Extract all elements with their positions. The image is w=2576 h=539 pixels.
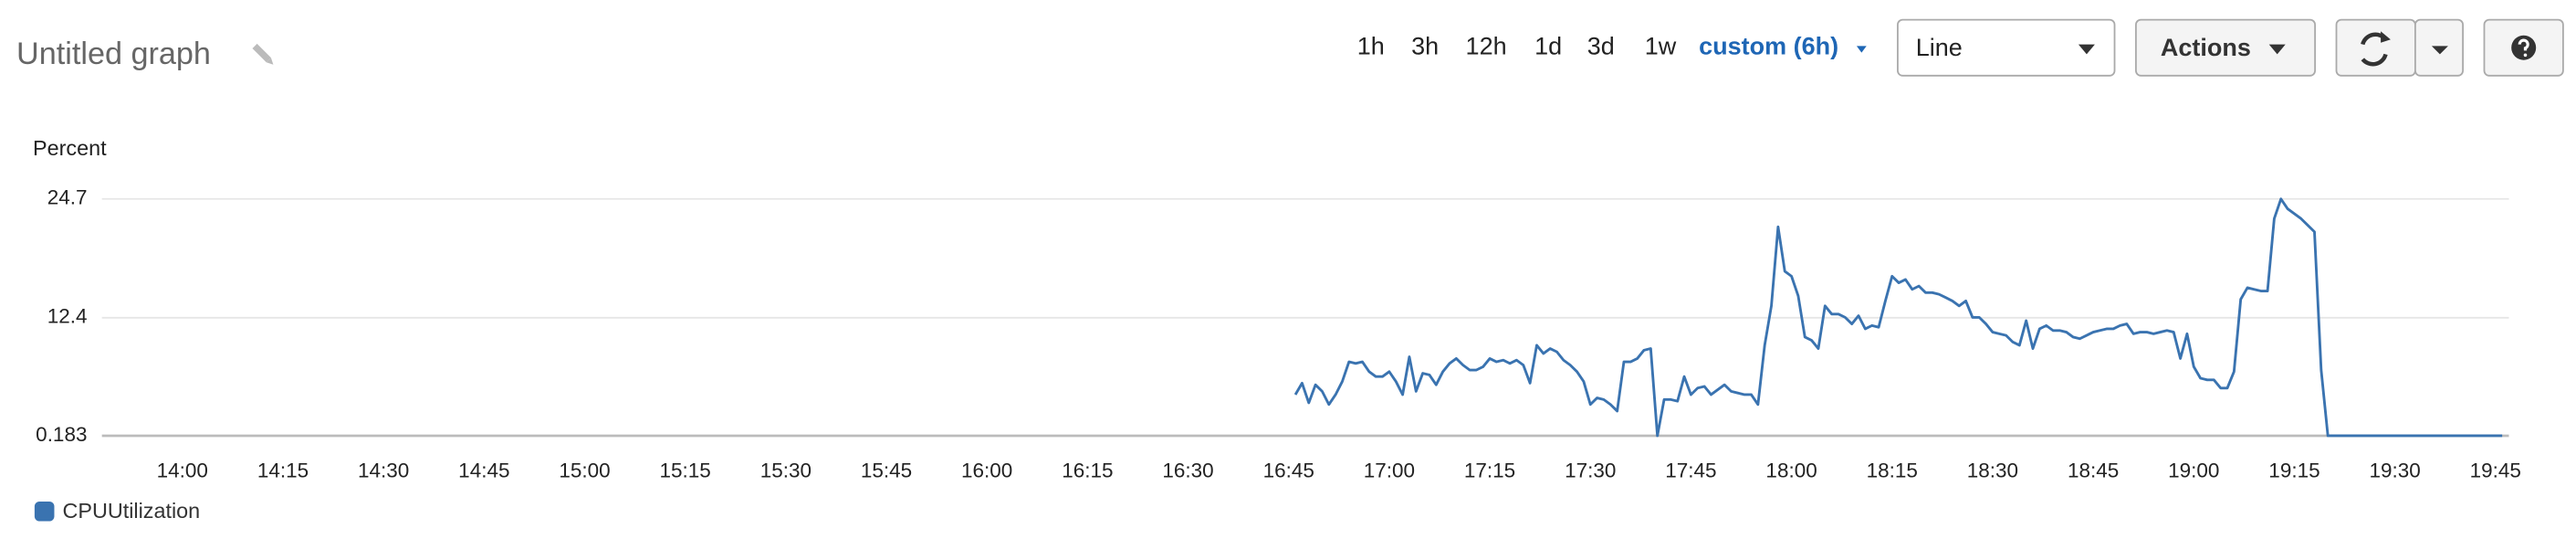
time-range[interactable]: 12h: [1466, 32, 1507, 59]
plot: 0.183 12.4 24.7 14:00 14:15 14:30 14:45 15:00 15…: [36, 186, 2521, 482]
refresh-button[interactable]: [2335, 18, 2416, 77]
time-range[interactable]: 1w: [1645, 32, 1677, 59]
time-range[interactable]: 3h: [1411, 32, 1439, 59]
x-tick-label: 15:15: [660, 460, 711, 482]
legend-label: CPUUtilization: [62, 499, 200, 523]
y-axis-label: Percent: [33, 136, 107, 160]
x-tick-label: 17:00: [1364, 460, 1415, 482]
x-tick-label: 19:15: [2268, 460, 2319, 482]
graph-title[interactable]: Untitled graph: [16, 37, 211, 71]
data-line: [1293, 197, 2503, 438]
x-tick-label: 16:00: [961, 460, 1012, 482]
legend-swatch: [34, 501, 55, 522]
time-ranges: 1h 3h 12h 1d 3d 1w: [1357, 32, 1677, 59]
x-tick-label: 18:30: [1967, 460, 2018, 482]
view-label: Line: [1916, 34, 1963, 61]
y-tick-label: 0.183: [36, 423, 87, 446]
x-tick-label: 15:30: [760, 460, 812, 482]
help-dot: [2523, 53, 2528, 58]
x-tick-label: 16:45: [1263, 460, 1314, 482]
refresh-arrow: [2381, 31, 2391, 43]
time-range[interactable]: 1d: [1534, 32, 1562, 59]
x-tick-label: 15:00: [559, 460, 610, 482]
time-range[interactable]: 3d: [1587, 32, 1615, 59]
x-tick-label: 17:15: [1464, 460, 1515, 482]
x-tick-label: 18:45: [2068, 460, 2119, 482]
x-tick-label: 18:15: [1867, 460, 1918, 482]
actions-button[interactable]: [2135, 18, 2317, 77]
view-select[interactable]: [1897, 18, 2116, 77]
x-tick-label: 16:30: [1162, 460, 1213, 482]
caret: [2431, 46, 2448, 55]
x-tick-label: 18:00: [1765, 460, 1817, 482]
caret: [1856, 46, 1867, 53]
x-tick-label: 14:45: [458, 460, 509, 482]
edit-icon[interactable]: [252, 43, 276, 67]
x-tick-label: 14:00: [157, 460, 208, 482]
x-tick-label: 19:30: [2369, 460, 2420, 482]
x-tick-label: 14:15: [257, 460, 309, 482]
y-tick-label: 24.7: [47, 186, 88, 209]
x-tick-label: 14:30: [358, 460, 409, 482]
help-icon: [2511, 35, 2537, 60]
y-tick-label: 12.4: [47, 305, 88, 328]
caret: [2078, 44, 2095, 55]
help-glyph: [2518, 38, 2529, 51]
custom-range[interactable]: custom (6h): [1699, 32, 1838, 59]
actions-label: Actions: [2161, 34, 2251, 61]
x-tick-label: 16:15: [1062, 460, 1113, 482]
x-tick-label: 17:30: [1565, 460, 1616, 482]
time-range[interactable]: 1h: [1357, 32, 1385, 59]
x-tick-label: 17:45: [1665, 460, 1716, 482]
x-tick-label: 15:45: [861, 460, 912, 482]
x-tick-label: 19:00: [2168, 460, 2219, 482]
caret: [2268, 44, 2286, 55]
x-tick-label: 19:45: [2470, 460, 2521, 482]
